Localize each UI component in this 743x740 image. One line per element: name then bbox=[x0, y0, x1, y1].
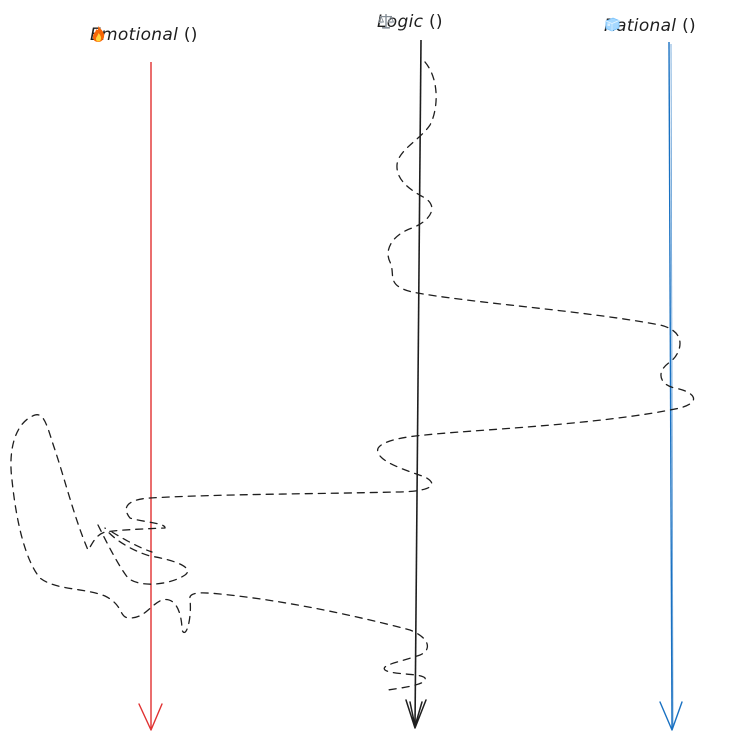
rational-axis-line bbox=[668, 41, 673, 729]
emotional-axis-arrowhead bbox=[138, 703, 163, 731]
thought-path-strand-2 bbox=[111, 531, 153, 553]
rational-axis-label: Rational () bbox=[604, 16, 696, 36]
emotional-axis-label-text: Emotional bbox=[90, 25, 179, 45]
rational-axis-arrowhead bbox=[659, 701, 683, 731]
logic-axis bbox=[405, 39, 427, 729]
emotional-axis bbox=[138, 61, 163, 731]
thought-path bbox=[10, 61, 695, 691]
thought-path-strand bbox=[97, 524, 189, 585]
rational-axis bbox=[659, 41, 683, 731]
rational-axis-label-text: Rational bbox=[604, 16, 677, 36]
logic-axis-line bbox=[414, 39, 422, 727]
rational-axis-line-double bbox=[670, 43, 674, 727]
logic-axis-arrowhead bbox=[405, 699, 427, 729]
emotional-axis-label: Emotional () bbox=[90, 25, 198, 45]
logic-axis-label: Logic () bbox=[377, 12, 443, 32]
